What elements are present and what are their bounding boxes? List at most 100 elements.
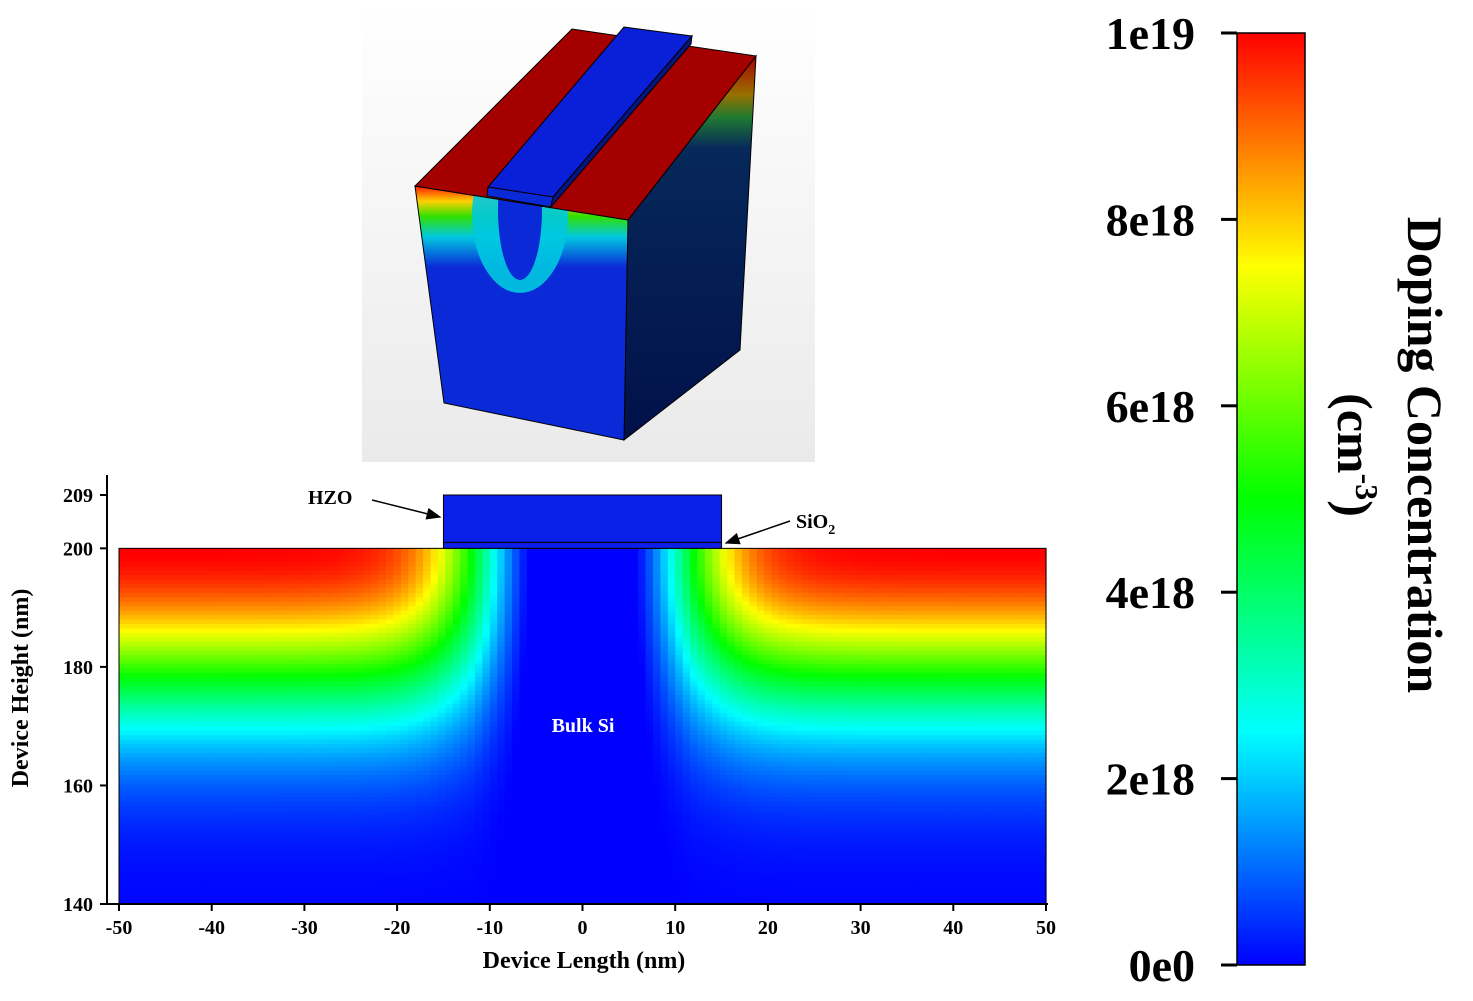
heatmap-cell	[593, 646, 602, 652]
heatmap-cell	[252, 672, 261, 678]
heatmap-cell	[445, 610, 454, 616]
heatmap-cell	[474, 655, 483, 661]
heatmap-cell	[719, 570, 728, 576]
heatmap-cell	[541, 699, 550, 705]
heatmap-cell	[348, 717, 357, 723]
heatmap-cell	[690, 552, 699, 558]
heatmap-cell	[912, 623, 921, 629]
heatmap-cell	[348, 721, 357, 727]
heatmap-cell	[193, 561, 202, 567]
heatmap-cell	[512, 677, 521, 683]
heatmap-cell	[971, 690, 980, 696]
heatmap-cell	[363, 686, 372, 692]
heatmap-cell	[571, 575, 580, 581]
heatmap-cell	[645, 712, 654, 718]
heatmap-cell	[734, 686, 743, 692]
heatmap-cell	[237, 619, 246, 625]
heatmap-cell	[467, 597, 476, 603]
heatmap-cell	[489, 566, 498, 572]
heatmap-cell	[363, 672, 372, 678]
heatmap-cell	[1016, 597, 1025, 603]
heatmap-cell	[474, 601, 483, 607]
heatmap-cell	[170, 610, 179, 616]
heatmap-cell	[356, 703, 365, 709]
heatmap-cell	[875, 695, 884, 701]
heatmap-cell	[1016, 699, 1025, 705]
heatmap-cell	[245, 623, 254, 629]
heatmap-cell	[645, 646, 654, 652]
heatmap-cell	[259, 592, 268, 598]
heatmap-cell	[148, 628, 157, 634]
heatmap-cell	[385, 628, 394, 634]
heatmap-cell	[764, 548, 773, 554]
heatmap-cell	[141, 703, 150, 709]
heatmap-cell	[452, 663, 461, 669]
heatmap-cell	[385, 650, 394, 656]
heatmap-cell	[200, 703, 209, 709]
heatmap-cell	[319, 575, 328, 581]
heatmap-cell	[801, 712, 810, 718]
heatmap-cell	[934, 619, 943, 625]
heatmap-cell	[690, 637, 699, 643]
heatmap-cell	[957, 623, 966, 629]
heatmap-cell	[675, 677, 684, 683]
heatmap-cell	[727, 548, 736, 554]
heatmap-cell	[526, 681, 535, 687]
heatmap-cell	[601, 646, 610, 652]
heatmap-cell	[460, 646, 469, 652]
heatmap-cell	[808, 628, 817, 634]
heatmap-cell	[460, 637, 469, 643]
heatmap-cell	[489, 677, 498, 683]
heatmap-cell	[697, 579, 706, 585]
heatmap-cell	[853, 597, 862, 603]
heatmap-cell	[764, 552, 773, 558]
heatmap-cell	[957, 663, 966, 669]
heatmap-cell	[363, 637, 372, 643]
heatmap-cell	[779, 646, 788, 652]
heatmap-cell	[727, 641, 736, 647]
heatmap-cell	[230, 677, 239, 683]
heatmap-cell	[423, 659, 432, 665]
heatmap-cell	[423, 597, 432, 603]
heatmap-cell	[816, 610, 825, 616]
heatmap-cell	[652, 659, 661, 665]
heatmap-cell	[467, 561, 476, 567]
heatmap-cell	[534, 690, 543, 696]
heatmap-cell	[556, 548, 565, 554]
heatmap-cell	[452, 699, 461, 705]
heatmap-cell	[245, 650, 254, 656]
heatmap-cell	[816, 561, 825, 567]
heatmap-cell	[222, 690, 231, 696]
heatmap-cell	[541, 637, 550, 643]
heatmap-cell	[385, 552, 394, 558]
heatmap-cell	[868, 615, 877, 621]
heatmap-cell	[385, 641, 394, 647]
heatmap-cell	[1008, 628, 1017, 634]
heatmap-cell	[786, 668, 795, 674]
heatmap-cell	[719, 721, 728, 727]
heatmap-cell	[519, 646, 528, 652]
heatmap-cell	[178, 588, 187, 594]
heatmap-cell	[341, 708, 350, 714]
heatmap-cell	[252, 655, 261, 661]
heatmap-cell	[363, 650, 372, 656]
heatmap-cell	[474, 632, 483, 638]
heatmap-cell	[282, 619, 291, 625]
heatmap-cell	[185, 615, 194, 621]
heatmap-cell	[356, 552, 365, 558]
heatmap-cell	[979, 641, 988, 647]
heatmap-cell	[237, 628, 246, 634]
heatmap-cell	[296, 548, 305, 554]
heatmap-cell	[445, 628, 454, 634]
heatmap-cell	[793, 703, 802, 709]
heatmap-cell	[652, 686, 661, 692]
heatmap-cell	[371, 557, 380, 563]
heatmap-cell	[148, 615, 157, 621]
heatmap-cell	[1038, 628, 1047, 634]
heatmap-cell	[163, 686, 172, 692]
heatmap-cell	[549, 703, 558, 709]
heatmap-cell	[341, 601, 350, 607]
heatmap-cell	[445, 663, 454, 669]
heatmap-cell	[608, 561, 617, 567]
heatmap-cell	[712, 588, 721, 594]
